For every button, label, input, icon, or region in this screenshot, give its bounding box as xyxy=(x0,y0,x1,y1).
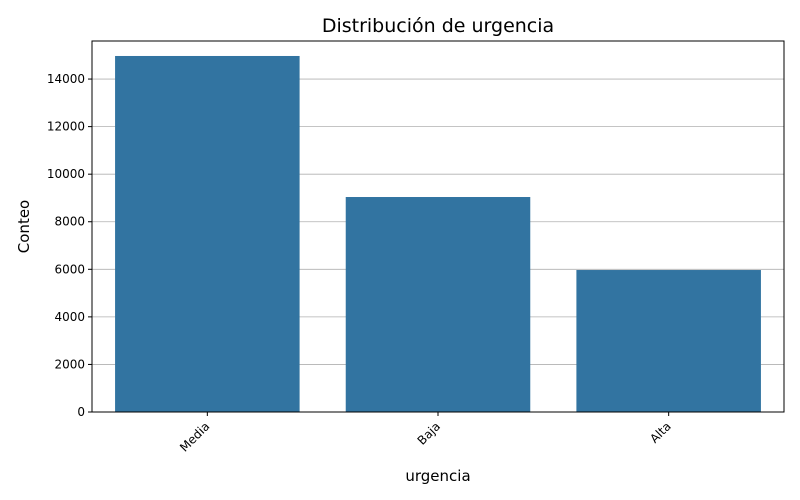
x-tick-label: Alta xyxy=(647,419,674,446)
x-axis-ticks: Media Baja Alta xyxy=(177,412,674,455)
y-tick-label: 8000 xyxy=(54,215,85,229)
y-tick-label: 14000 xyxy=(47,72,85,86)
y-tick-label: 0 xyxy=(77,405,85,419)
y-axis-ticks: 0 2000 4000 6000 8000 10000 12000 14000 xyxy=(47,72,92,419)
chart-title: Distribución de urgencia xyxy=(322,15,554,37)
y-tick-label: 6000 xyxy=(54,262,85,276)
bar-media xyxy=(115,55,300,412)
bar-alta xyxy=(576,270,761,412)
y-axis-label: Conteo xyxy=(15,200,33,253)
x-axis-label: urgencia xyxy=(405,467,470,485)
x-tick-label: Media xyxy=(177,419,212,454)
bar-baja xyxy=(345,197,531,412)
y-tick-label: 2000 xyxy=(54,357,85,371)
y-tick-label: 10000 xyxy=(47,167,85,181)
y-tick-label: 4000 xyxy=(54,310,85,324)
y-tick-label: 12000 xyxy=(47,120,85,134)
bars xyxy=(115,55,761,412)
x-tick-label: Baja xyxy=(415,419,443,447)
